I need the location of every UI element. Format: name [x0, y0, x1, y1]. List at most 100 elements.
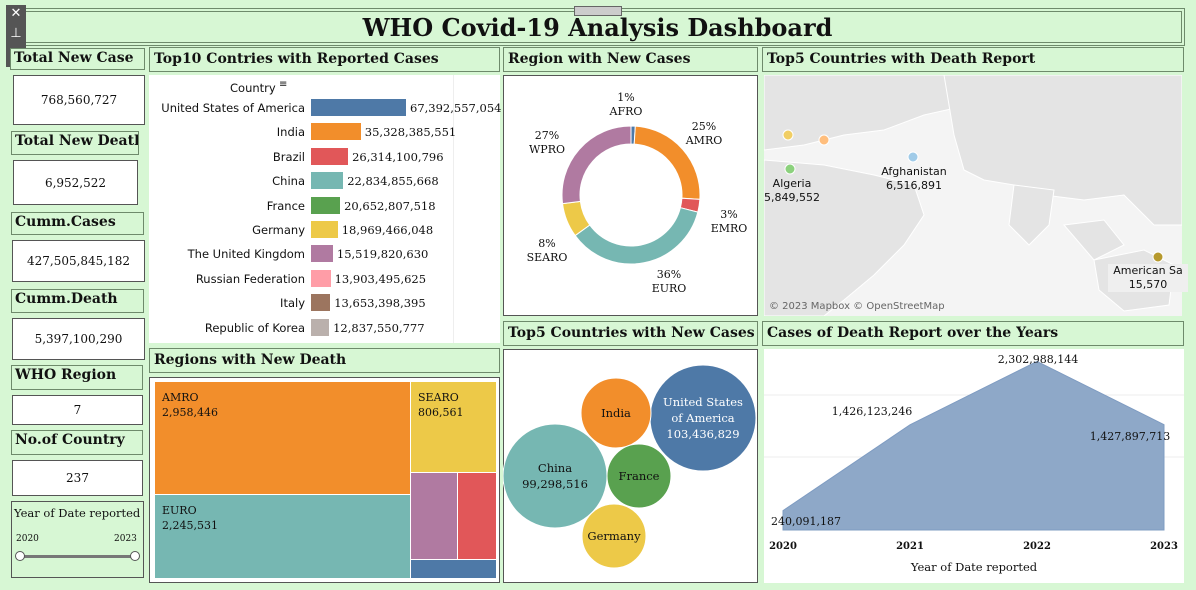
map-point-label: American Sa 15,570 [1108, 264, 1188, 292]
bar [311, 221, 338, 238]
map-point-label: Afghanistan 6,516,891 [874, 165, 954, 193]
bubble-label-line: France [618, 469, 660, 483]
death-over-years-title: Cases of Death Report over the Years [762, 321, 1184, 346]
treemap-cell-value: 2,958,446 [162, 406, 218, 419]
treemap-cell [411, 382, 496, 472]
treemap-cell [411, 560, 496, 578]
bubble-label: Germany [559, 528, 669, 544]
bar-category-label: Republic of Korea [204, 320, 305, 335]
map-point-name: Afghanistan [881, 165, 947, 178]
kpi-label-cumm-death: Cumm.Death [11, 289, 144, 313]
donut-slice-label: 8% SEARO [522, 237, 572, 265]
top10-title: Top10 Contries with Reported Cases [149, 47, 500, 72]
donut-area [503, 75, 758, 316]
donut-slice [574, 207, 699, 265]
page-title: WHO Covid-19 Analysis Dashboard [362, 13, 833, 42]
x-tick-label: 2020 [769, 541, 797, 552]
donut-slice-label: 36% EURO [644, 268, 694, 296]
donut-slice-percent: 1% [617, 91, 635, 104]
bar [311, 172, 344, 190]
map-point[interactable] [782, 129, 794, 141]
treemap-cell-name: AMRO [162, 391, 199, 404]
bar [311, 123, 361, 141]
donut-slice-percent: 25% [691, 120, 717, 133]
bar [311, 269, 331, 287]
year-slider-handle-min[interactable] [15, 551, 25, 561]
treemap-label: AMRO 2,958,446 [162, 390, 218, 420]
year-filter-min: 2020 [16, 534, 39, 544]
map-attribution[interactable]: © 2023 Mapbox © OpenStreetMap [769, 301, 945, 312]
year-slider-track[interactable] [20, 555, 136, 558]
x-tick-label: 2022 [1023, 541, 1051, 552]
bubble-label: China 99,298,516 [500, 460, 610, 492]
bubble-label-line: United States [663, 395, 743, 409]
bubble-label: France [584, 468, 694, 484]
bubble-label: United States of America 103,436,829 [648, 394, 758, 442]
treemap-label: EURO 2,245,531 [162, 503, 218, 533]
map-land [1008, 184, 1055, 246]
bar-category-label: United States of America [161, 101, 305, 115]
year-slider-handle-max[interactable] [130, 551, 140, 561]
bubble [580, 377, 652, 449]
donut-slice-percent: 36% [656, 268, 682, 281]
donut-slice-region: AMRO [685, 134, 723, 147]
donut-slice-percent: 3% [720, 208, 738, 221]
data-label: 1,426,123,246 [832, 405, 912, 418]
area-chart: 240,091,187 1,426,123,246 2,302,988,144 1,4… [764, 353, 1184, 574]
bubble-label-line: 103,436,829 [666, 427, 740, 441]
kpi-label-country-count: No.of Country [11, 430, 143, 455]
map-point[interactable] [1152, 251, 1164, 263]
bar-category-label: France [266, 198, 305, 213]
donut-slice-label: 1% AFRO [601, 91, 651, 119]
map-point-label: Algeria 5,849,552 [752, 177, 832, 205]
top5-death-title: Top5 Countries with Death Report [762, 47, 1184, 72]
sort-icon[interactable]: ≡ [279, 79, 288, 90]
drag-handle[interactable] [574, 6, 622, 16]
top10-gridline [453, 75, 454, 343]
donut-slice-region: AFRO [609, 105, 643, 118]
bubble-label-line: China [537, 461, 573, 475]
map-point-value: 15,570 [1128, 278, 1168, 291]
bar-category-label: China [272, 174, 305, 189]
bar-value-label: 12,837,550,777 [333, 320, 425, 335]
treemap-cell-name: SEARO [418, 391, 459, 404]
map-point-value: 6,516,891 [886, 179, 942, 192]
treemap-cell [155, 495, 410, 578]
bar-value-label: 26,314,100,796 [352, 149, 444, 164]
bar-category-label: The United Kingdom [187, 247, 305, 262]
kpi-value-new-death: 6,952,522 [13, 160, 138, 205]
map-land [764, 159, 925, 316]
map-point[interactable] [784, 163, 796, 175]
regions-new-death-title: Regions with New Death [149, 348, 500, 373]
pin-icon[interactable]: ⊥ [10, 26, 22, 41]
kpi-value-cumm-death: 5,397,100,290 [12, 318, 145, 360]
donut-slice-percent: 8% [538, 237, 556, 250]
top5-new-cases-title: Top5 Countries with New Cases [503, 321, 758, 346]
kpi-label-new-death: Total New Death [11, 131, 139, 155]
treemap-cell [458, 473, 496, 559]
bubble-label-line: Germany [587, 529, 641, 543]
donut-slice-region: WPRO [528, 143, 565, 156]
kpi-label-new-case: Total New Case [10, 48, 145, 70]
donut-slice-label: 27% WPRO [522, 129, 572, 157]
map-point[interactable] [907, 151, 919, 163]
bar-category-label: India [276, 125, 305, 140]
area-series [782, 360, 1165, 531]
map-svg[interactable] [764, 75, 1182, 316]
bar [311, 99, 406, 116]
bar-value-label: 22,834,855,668 [347, 174, 439, 189]
bar-value-label: 20,652,807,518 [344, 198, 436, 213]
map-land [1063, 219, 1125, 261]
donut-slice-label: 25% AMRO [679, 120, 729, 148]
top10-country-header: Country [230, 81, 276, 95]
bar-value-label: 15,519,820,630 [336, 247, 429, 262]
bar-value-label: 18,969,466,048 [341, 223, 434, 237]
bubble-label-line: 99,298,516 [522, 477, 588, 491]
kpi-label-cumm-cases: Cumm.Cases [11, 212, 144, 235]
close-icon[interactable]: ✕ [10, 6, 22, 21]
bubble-chart [503, 364, 757, 569]
donut-slice-percent: 27% [534, 129, 560, 142]
bar-value-label: 13,653,398,395 [334, 296, 426, 311]
treemap-cell [411, 473, 457, 559]
map-point[interactable] [818, 134, 830, 146]
